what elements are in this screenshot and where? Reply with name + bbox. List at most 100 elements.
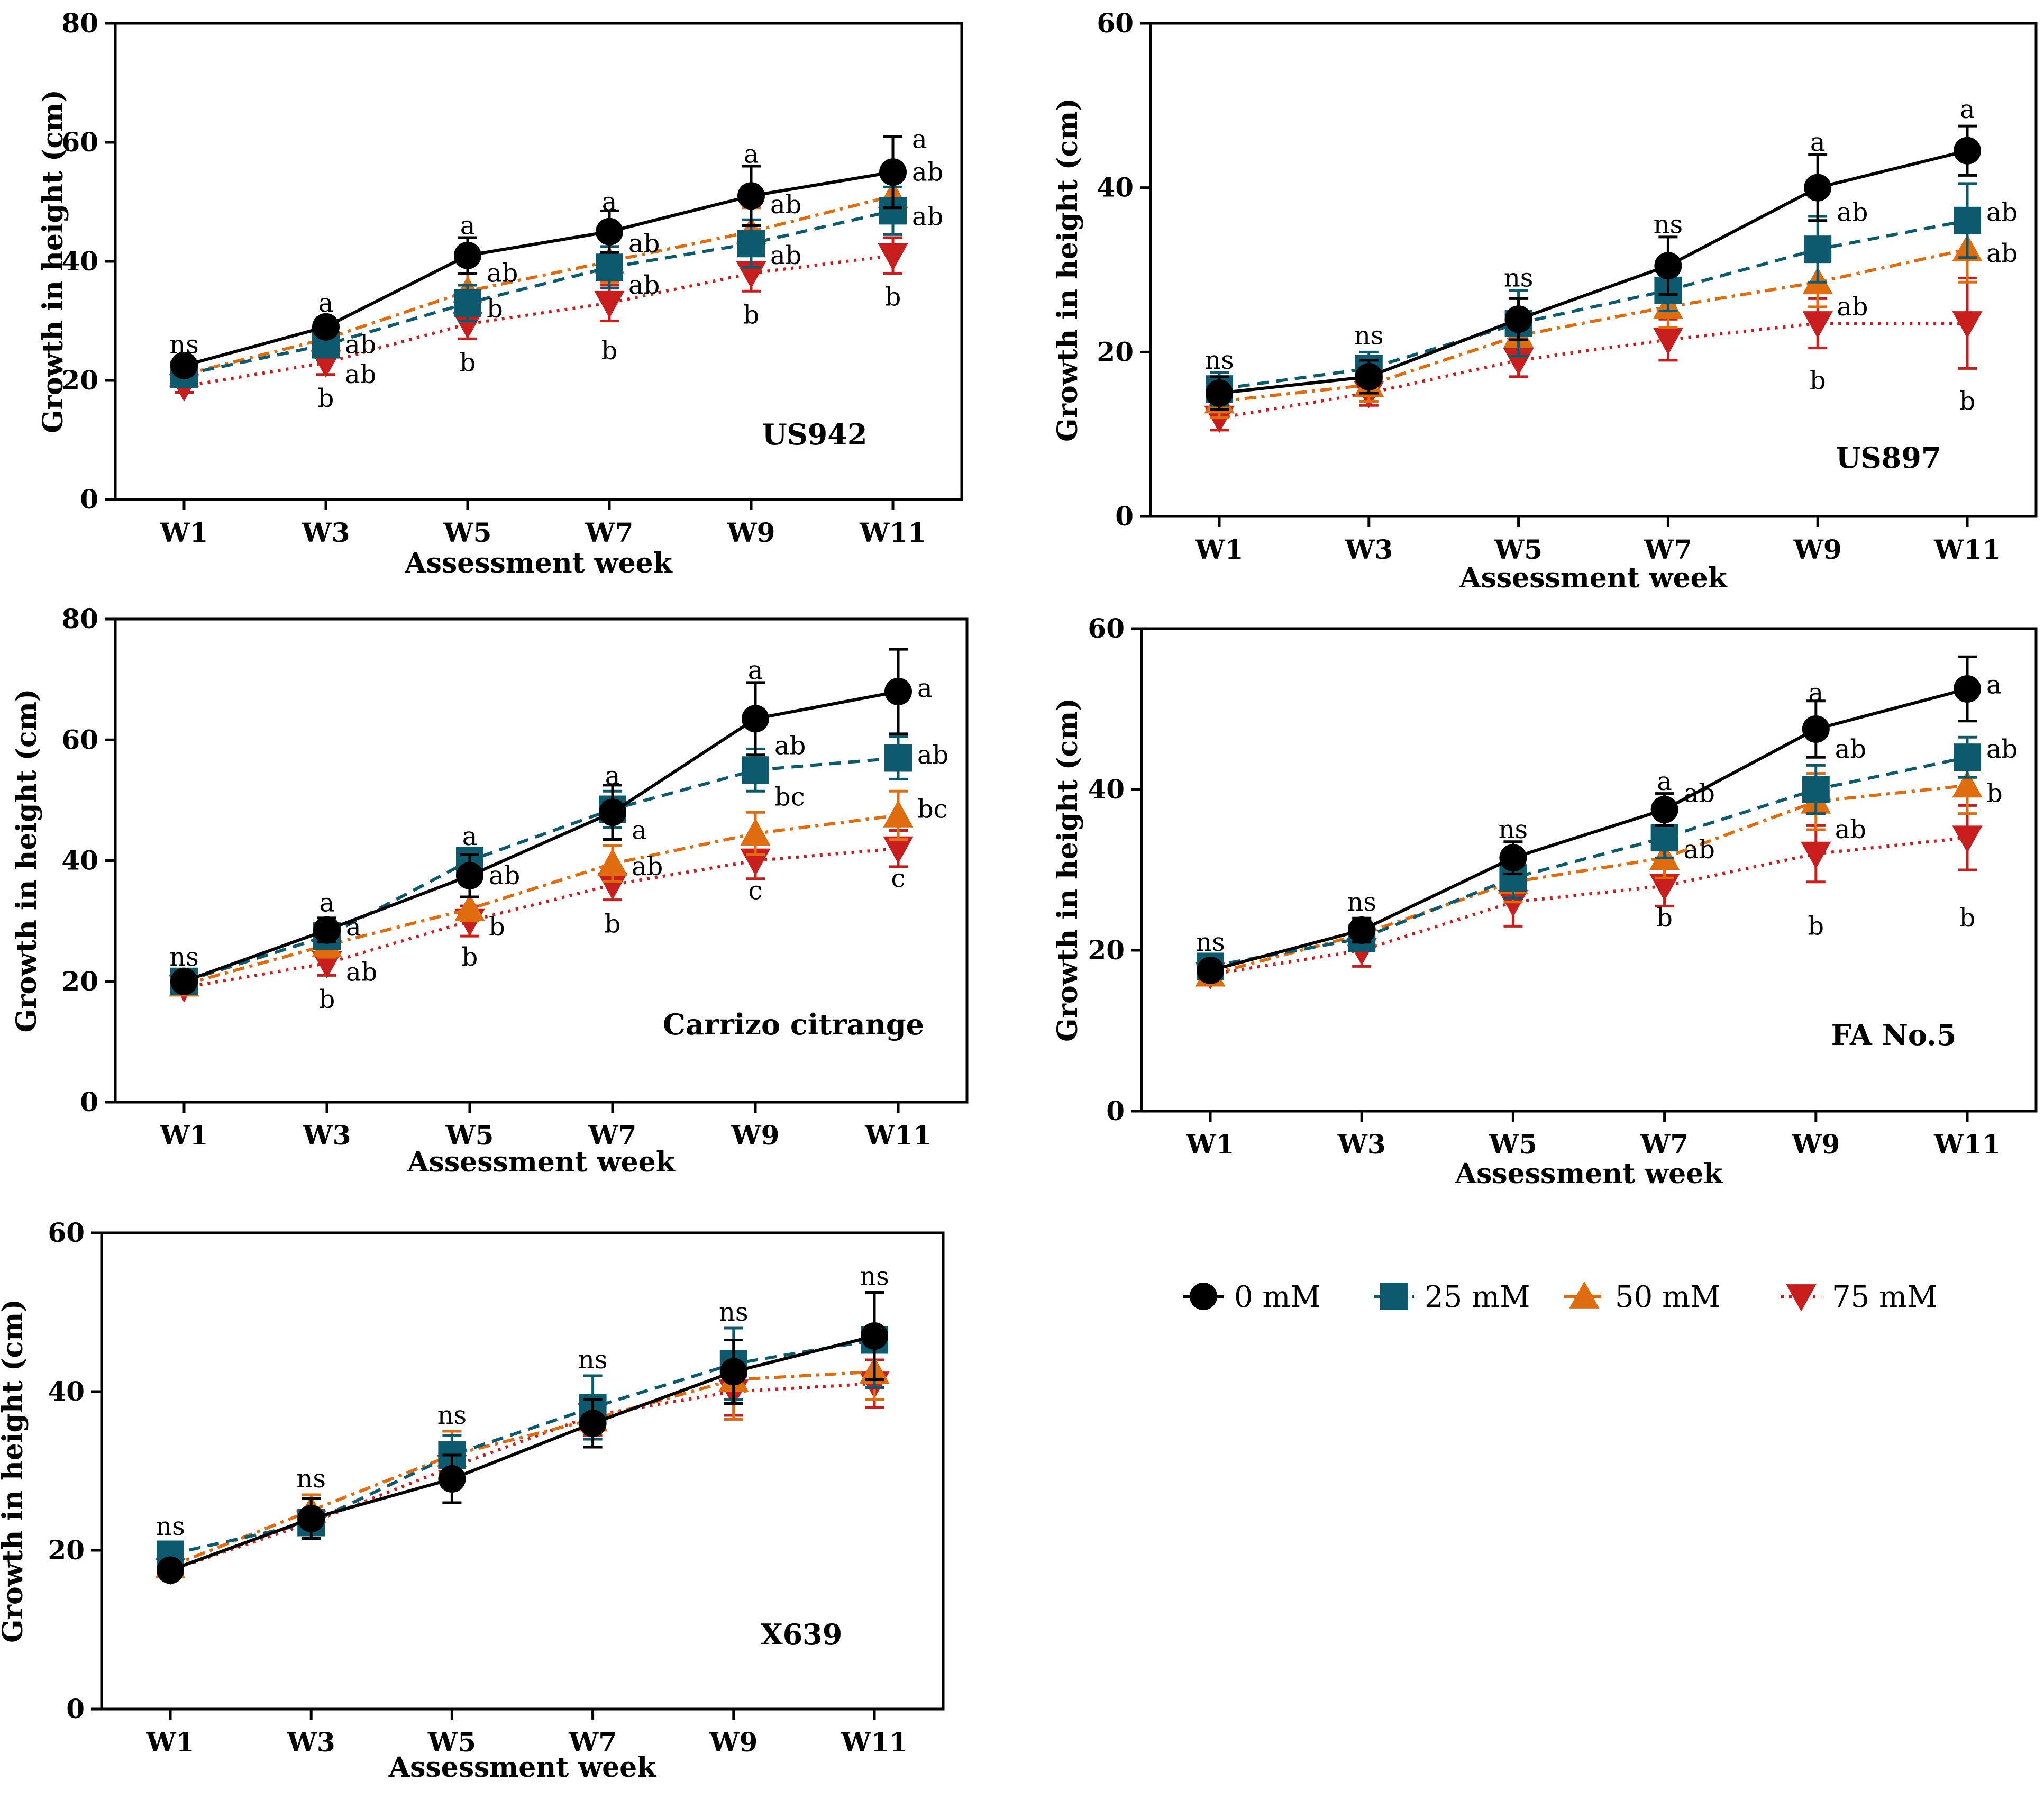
- data-point: [454, 289, 481, 317]
- significance-label: a: [744, 140, 759, 169]
- data-point: [1952, 311, 1983, 339]
- significance-label: ab: [770, 190, 801, 220]
- significance-label: ab: [1986, 197, 2018, 227]
- data-point: [312, 313, 340, 341]
- data-point: [1499, 844, 1527, 872]
- data-point: [883, 800, 914, 828]
- significance-label: b: [462, 942, 478, 972]
- data-point: [454, 241, 481, 269]
- significance-label: ns: [1654, 210, 1683, 240]
- data-point: [879, 158, 907, 186]
- series-0-mm: [170, 135, 907, 379]
- series-line: [1219, 321, 1967, 420]
- x-tick-label: W5: [443, 517, 492, 548]
- series-75-mm: [155, 1358, 890, 1586]
- significance-label: ns: [296, 1464, 326, 1494]
- data-point: [1649, 874, 1680, 901]
- data-point: [170, 351, 198, 379]
- data-point: [297, 1505, 325, 1532]
- y-tick-label: 40: [1088, 774, 1125, 805]
- x-tick-label: W3: [302, 517, 350, 548]
- data-point: [1650, 796, 1678, 823]
- y-tick-label: 20: [61, 365, 98, 396]
- legend-label: 50 mM: [1615, 1280, 1721, 1314]
- x-tick-label: W3: [1337, 1129, 1386, 1160]
- y-tick-label: 0: [1106, 1095, 1125, 1126]
- y-tick-label: 20: [1097, 336, 1134, 367]
- x-tick-label: W7: [1644, 534, 1692, 565]
- data-point: [1954, 675, 1981, 703]
- x-tick-label: W3: [303, 1120, 351, 1151]
- data-point: [452, 312, 483, 339]
- data-point: [597, 873, 628, 900]
- x-axis-title: Assessment week: [388, 1751, 656, 1784]
- series-0-mm: [1197, 655, 1981, 984]
- significance-label: a: [462, 822, 478, 851]
- series-line: [1210, 756, 1968, 968]
- y-axis-title: Growth in height (cm): [1052, 698, 1084, 1042]
- significance-label: ab: [1837, 197, 1868, 227]
- y-tick-label: 60: [1088, 613, 1125, 644]
- y-tick-label: 40: [1097, 172, 1134, 203]
- series-line: [1219, 248, 1968, 403]
- significance-label: b: [743, 300, 760, 330]
- significance-label: c: [749, 876, 763, 906]
- x-axis-title: Assessment week: [1459, 562, 1727, 594]
- significance-label: ns: [1196, 928, 1225, 957]
- chart-panel-us897: 0 20 40 60 W1 W3 W5 W7 W9 W11 Assessment week Growt…: [1052, 7, 2038, 594]
- x-tick-label: W7: [588, 1120, 637, 1151]
- panel-title: US942: [762, 417, 868, 451]
- x-tick-label: W7: [1640, 1129, 1689, 1160]
- data-point: [1954, 206, 1981, 234]
- significance-label: b: [885, 283, 901, 312]
- y-axis-title: Growth in height (cm): [0, 1299, 29, 1643]
- significance-label: b: [601, 336, 618, 366]
- data-point: [1804, 235, 1832, 264]
- y-tick-label: 80: [61, 7, 98, 39]
- x-tick-label: W11: [864, 1120, 932, 1151]
- series-0-mm: [170, 648, 912, 995]
- series-line: [1210, 784, 1968, 976]
- significance-label: ab: [346, 958, 377, 987]
- x-tick-label: W9: [727, 517, 775, 548]
- significance-label: a: [632, 815, 647, 845]
- significance-label: b: [1808, 911, 1824, 941]
- data-point: [594, 290, 625, 319]
- data-point: [1801, 841, 1831, 869]
- significance-label: ab: [1684, 779, 1715, 808]
- legend-marker: [1190, 1283, 1217, 1310]
- significance-label: ab: [632, 852, 663, 882]
- y-tick-label: 60: [61, 724, 98, 755]
- y-tick-label: 80: [61, 603, 98, 634]
- series-0-mm: [1206, 124, 1981, 411]
- y-tick-label: 0: [80, 1086, 98, 1117]
- data-point: [596, 217, 623, 246]
- data-point: [1653, 328, 1683, 355]
- series-line: [184, 194, 893, 376]
- x-tick-label: W1: [160, 1120, 208, 1151]
- x-tick-label: W7: [585, 517, 634, 548]
- x-tick-label: W3: [287, 1727, 335, 1758]
- significance-label: b: [318, 384, 334, 413]
- y-tick-label: 20: [61, 966, 98, 997]
- series-25-mm: [170, 735, 912, 995]
- data-point: [438, 1465, 466, 1493]
- significance-label: b: [1959, 387, 1976, 416]
- data-point: [1504, 305, 1532, 333]
- series-line: [1210, 836, 1968, 976]
- panel-title: X639: [761, 1618, 843, 1651]
- series-line: [183, 690, 899, 983]
- data-point: [313, 916, 341, 944]
- series-50-mm: [1195, 756, 1983, 987]
- significance-label: ns: [1354, 321, 1384, 350]
- panel-title: Carrizo citrange: [663, 1007, 924, 1041]
- significance-label: ab: [628, 229, 660, 258]
- x-tick-label: W5: [427, 1727, 476, 1758]
- data-point: [456, 862, 483, 890]
- data-point: [170, 967, 198, 995]
- panel-title: US897: [1836, 441, 1941, 475]
- legend-label: 0 mM: [1234, 1280, 1321, 1314]
- significance-label: a: [917, 674, 933, 703]
- chart-panel-x639: 0 20 40 60 W1 W3 W5 W7 W9 W11 Assessment week Growt…: [0, 1217, 945, 1784]
- x-tick-label: W7: [568, 1727, 617, 1758]
